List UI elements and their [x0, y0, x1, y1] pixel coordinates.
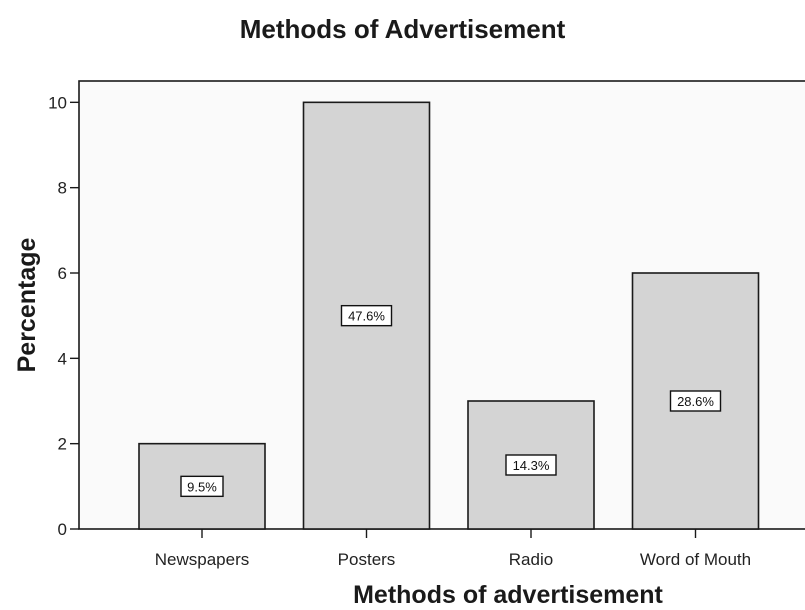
x-axis-ticks: Newspapers Posters Radio Word of Mouth [155, 529, 751, 569]
x-tick-label: Posters [338, 550, 396, 569]
data-label-text: 9.5% [187, 479, 217, 494]
data-label-box [505, 454, 557, 476]
data-label-text: 47.6% [348, 309, 385, 324]
y-axis-title: Percentage [13, 238, 41, 373]
y-tick-label: 10 [48, 93, 67, 112]
y-tick-label: 8 [58, 179, 67, 198]
data-label-text: 14.3% [513, 458, 550, 473]
data-label: 28.6% [669, 390, 722, 412]
data-label-box [180, 475, 224, 498]
x-axis-title: Methods of advertisement [353, 581, 663, 609]
data-label: 14.3% [505, 454, 557, 476]
data-label: 47.6% [340, 304, 393, 327]
x-tick-label: Radio [509, 550, 553, 569]
y-tick-label: 2 [58, 435, 67, 454]
x-tick-label: Newspapers [155, 550, 250, 569]
data-labels: 9.5% 47.6% 14.3% 28.6% [180, 304, 722, 498]
y-tick-label: 0 [58, 520, 67, 539]
y-tick-label: 6 [58, 264, 67, 283]
data-label-box [669, 390, 722, 412]
y-axis-ticks: 0 2 4 6 8 10 [48, 93, 79, 539]
data-label-box [340, 304, 393, 327]
data-label-text: 28.6% [677, 394, 714, 409]
data-label: 9.5% [180, 475, 224, 498]
y-tick-label: 4 [58, 349, 67, 368]
x-tick-label: Word of Mouth [640, 550, 751, 569]
chart-title: Methods of Advertisement [239, 14, 566, 44]
